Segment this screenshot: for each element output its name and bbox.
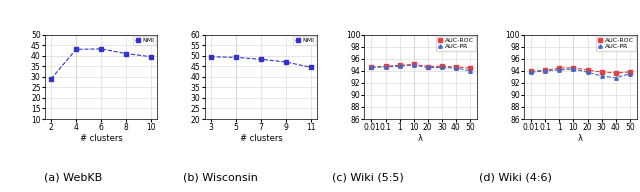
AUC-ROC — [626, 71, 634, 73]
AUC-PR — [410, 64, 417, 66]
Line: AUC-PR: AUC-PR — [370, 63, 472, 73]
AUC-PR — [570, 68, 577, 70]
AUC-ROC — [438, 65, 445, 67]
AUC-PR — [438, 66, 445, 69]
AUC-ROC — [396, 64, 403, 66]
AUC-ROC — [527, 70, 535, 73]
X-axis label: λ: λ — [418, 134, 423, 143]
Text: (c) Wiki (5:5): (c) Wiki (5:5) — [332, 172, 404, 182]
AUC-PR — [396, 65, 403, 67]
AUC-PR — [381, 66, 389, 68]
AUC-ROC — [410, 63, 417, 66]
Line: AUC-PR: AUC-PR — [529, 67, 632, 80]
AUC-ROC — [466, 67, 474, 69]
Text: (d) Wiki (4:6): (d) Wiki (4:6) — [479, 172, 552, 182]
AUC-ROC — [541, 69, 549, 71]
AUC-PR — [367, 66, 375, 69]
AUC-PR — [541, 70, 549, 72]
AUC-ROC — [598, 71, 605, 73]
AUC-ROC — [367, 66, 375, 68]
Line: AUC-ROC: AUC-ROC — [529, 66, 632, 75]
AUC-ROC — [570, 67, 577, 69]
AUC-PR — [452, 67, 460, 69]
AUC-PR — [612, 77, 620, 79]
X-axis label: λ: λ — [578, 134, 583, 143]
AUC-PR — [598, 75, 605, 77]
AUC-PR — [466, 70, 474, 72]
Text: (a) WebKB: (a) WebKB — [44, 172, 103, 182]
Text: (b) Wisconsin: (b) Wisconsin — [184, 172, 258, 182]
AUC-ROC — [452, 66, 460, 68]
AUC-PR — [556, 69, 563, 71]
AUC-ROC — [556, 67, 563, 69]
AUC-ROC — [381, 65, 389, 67]
AUC-PR — [424, 66, 431, 69]
AUC-PR — [626, 73, 634, 75]
AUC-PR — [584, 71, 591, 73]
Legend: NMI: NMI — [134, 36, 156, 45]
AUC-ROC — [612, 72, 620, 74]
Legend: NMI: NMI — [293, 36, 316, 45]
Legend: AUC-ROC, AUC-PR: AUC-ROC, AUC-PR — [436, 36, 476, 51]
Line: AUC-ROC: AUC-ROC — [370, 63, 472, 70]
AUC-ROC — [584, 69, 591, 71]
X-axis label: # clusters: # clusters — [239, 134, 282, 143]
X-axis label: # clusters: # clusters — [80, 134, 122, 143]
AUC-PR — [527, 71, 535, 73]
AUC-ROC — [424, 65, 431, 68]
Legend: AUC-ROC, AUC-PR: AUC-ROC, AUC-PR — [596, 36, 636, 51]
